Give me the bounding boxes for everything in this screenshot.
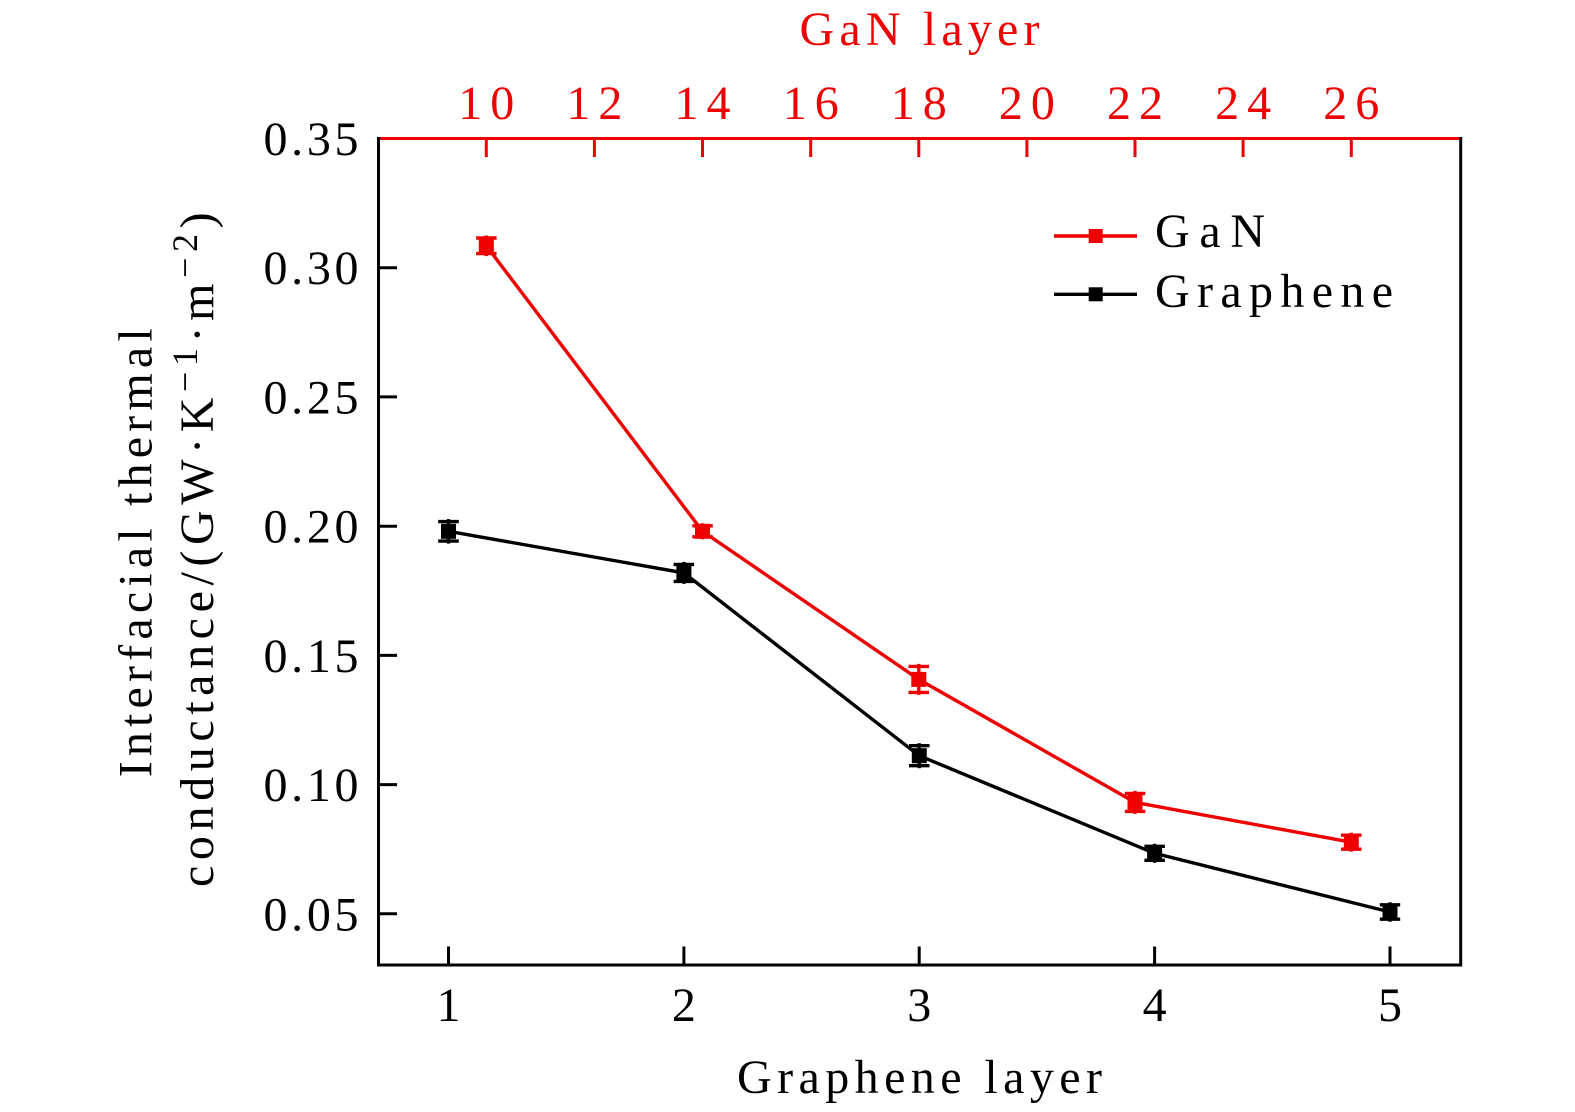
- svg-text:GaN: GaN: [1155, 205, 1265, 258]
- svg-text:4: 4: [1143, 979, 1167, 1032]
- svg-text:Graphene layer: Graphene layer: [737, 1051, 1102, 1104]
- svg-text:0.10: 0.10: [264, 759, 359, 812]
- svg-text:0.35: 0.35: [264, 113, 359, 166]
- svg-text:0.20: 0.20: [264, 501, 359, 554]
- svg-text:Interfacial thermal: Interfacial thermal: [109, 328, 162, 777]
- svg-text:0.15: 0.15: [264, 630, 359, 683]
- svg-text:5: 5: [1378, 979, 1402, 1032]
- svg-text:0.25: 0.25: [264, 371, 359, 424]
- svg-text:0.05: 0.05: [264, 888, 359, 941]
- svg-text:2: 2: [672, 979, 696, 1032]
- svg-text:3: 3: [907, 979, 931, 1032]
- svg-text:conductance/(GW·K−1·m−2): conductance/(GW·K−1·m−2): [165, 207, 224, 887]
- svg-text:1: 1: [437, 979, 461, 1032]
- svg-text:0.30: 0.30: [264, 242, 359, 295]
